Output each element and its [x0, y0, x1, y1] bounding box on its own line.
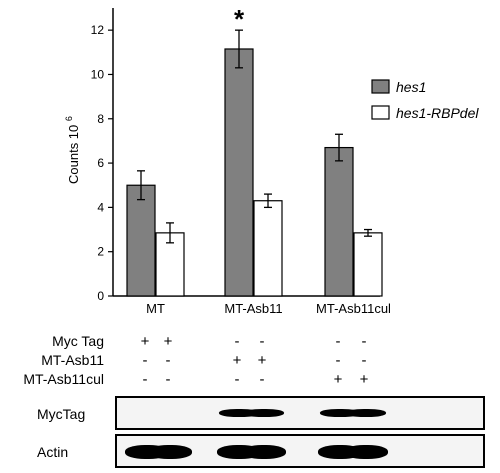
condition-sign: +: [232, 352, 242, 369]
y-tick-label: 2: [97, 245, 104, 259]
condition-sign: -: [259, 371, 265, 388]
condition-sign: -: [335, 352, 341, 369]
legend-label: hes1: [396, 79, 426, 95]
y-tick-label: 12: [91, 23, 105, 37]
condition-sign: -: [259, 333, 265, 350]
y-tick-label: 8: [97, 112, 104, 126]
y-tick-label: 4: [97, 200, 104, 214]
bar-hes1-MT: [126, 184, 156, 297]
x-category-label: MT: [146, 301, 165, 316]
condition-sign: -: [234, 371, 240, 388]
x-category-label: MT-Asb11cul: [316, 301, 391, 316]
blot-panel: [115, 434, 485, 468]
condition-sign: -: [335, 333, 341, 350]
bar-hes1-RBPdel-MT-Asb11cul: [353, 232, 383, 297]
condition-sign: +: [333, 371, 343, 388]
legend-swatch: [371, 79, 390, 94]
condition-sign: -: [361, 333, 367, 350]
condition-sign: -: [142, 352, 148, 369]
condition-sign: +: [140, 333, 150, 350]
y-tick-label: 6: [97, 156, 104, 170]
legend-label: hes1-RBPdel: [396, 105, 479, 121]
bar-hes1-MT-Asb11cul: [324, 146, 354, 297]
condition-sign: -: [165, 352, 171, 369]
condition-sign: -: [361, 352, 367, 369]
blot-panel: [115, 396, 485, 430]
blot-band: [344, 445, 388, 459]
bar-hes1-MT-Asb11: [224, 48, 254, 297]
y-axis-label: Counts 10 6: [64, 116, 81, 184]
blot-band: [148, 445, 192, 459]
y-tick-label: 0: [97, 289, 104, 303]
bar-chart: 0 2 4 6 8 10 12 Counts 10 6 MT MT-Asb11 MT-Asb11cu…: [64, 4, 479, 316]
condition-sign: -: [142, 371, 148, 388]
condition-label: MT-Asb11cul: [23, 371, 104, 387]
condition-label: Myc Tag: [52, 333, 104, 349]
x-category-label: MT-Asb11: [224, 301, 282, 316]
condition-sign: -: [165, 371, 171, 388]
condition-sign: +: [359, 371, 369, 388]
blot-band: [219, 409, 259, 417]
legend-swatch: [371, 105, 390, 120]
condition-sign: +: [257, 352, 267, 369]
blot-panel-label: Actin: [37, 444, 69, 460]
y-tick-label: 10: [91, 67, 105, 81]
blot-panel-label: MycTag: [37, 406, 86, 422]
blot-band: [346, 409, 386, 417]
blot-band: [242, 445, 286, 459]
condition-label: MT-Asb11: [41, 352, 104, 368]
significance-asterisk: *: [234, 4, 245, 34]
blot-band: [320, 409, 360, 417]
condition-sign: +: [163, 333, 173, 350]
blot-band: [244, 409, 284, 417]
bar-hes1-RBPdel-MT-Asb11: [253, 200, 283, 297]
condition-sign: -: [234, 333, 240, 350]
